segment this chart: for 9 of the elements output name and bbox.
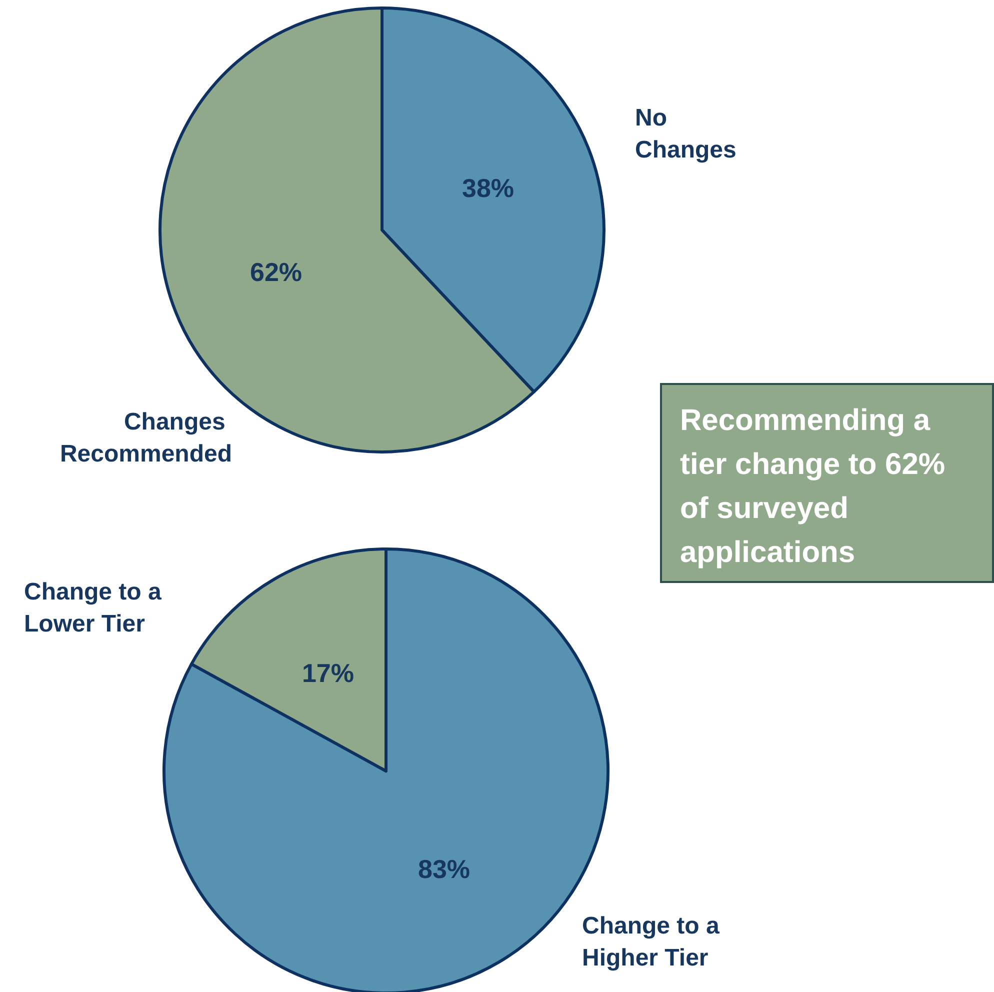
data-label: 17% [302, 658, 354, 688]
data-label: 83% [418, 854, 470, 884]
data-label: 38% [462, 173, 514, 204]
text: Recommending a tier change to 62% of surveyed applications [680, 403, 946, 571]
slice-label: Change to a Lower Tier [24, 578, 168, 638]
data-label: 62% [250, 256, 302, 287]
slice-label: Change to a Higher Tier [582, 912, 726, 972]
slice-label: Changes Recommended [60, 408, 232, 468]
slice-label: No Changes [635, 104, 736, 164]
